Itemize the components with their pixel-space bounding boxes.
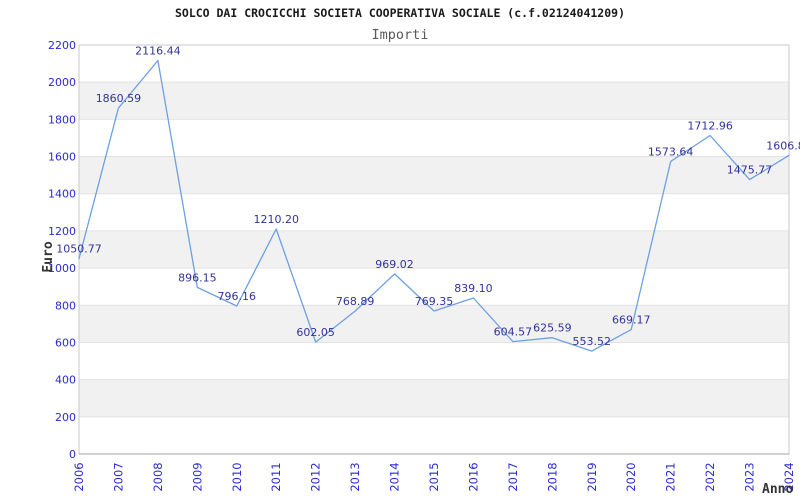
x-tick-label: 2010	[230, 462, 244, 491]
x-tick-label: 2013	[348, 462, 362, 491]
point-label: 1475.77	[727, 164, 773, 177]
y-tick-label: 1800	[48, 113, 76, 126]
point-label: 969.02	[375, 258, 414, 271]
y-tick-label: 2200	[48, 39, 76, 52]
point-label: 2116.44	[135, 45, 181, 58]
y-tick-label: 800	[55, 299, 76, 312]
x-tick-label: 2023	[743, 462, 757, 491]
x-axis-title: Anno	[762, 482, 793, 497]
point-label: 602.05	[296, 326, 335, 339]
plot-band	[79, 230, 789, 269]
x-tick-label: 2008	[151, 462, 165, 491]
x-tick-label: 2022	[703, 462, 717, 491]
point-label: 839.10	[454, 282, 493, 295]
point-label: 896.15	[178, 271, 217, 284]
point-label: 768.89	[336, 295, 375, 308]
x-tick-label: 2018	[545, 462, 559, 491]
y-tick-label: 2000	[48, 76, 76, 89]
plot-band	[79, 156, 789, 194]
point-label: 1210.20	[253, 213, 299, 226]
y-axis-title: Euro	[41, 241, 56, 272]
x-tick-label: 2009	[190, 462, 204, 491]
y-tick-label: 1200	[48, 225, 76, 238]
point-label: 1860.59	[96, 92, 142, 105]
series-line-importi	[78, 59, 790, 352]
point-label: 625.59	[533, 322, 572, 335]
chart-subtitle: Importi	[372, 27, 429, 43]
x-tick-label: 2016	[466, 462, 480, 491]
x-tick-label: 2006	[72, 462, 86, 491]
plot-band	[79, 82, 789, 120]
plot-band	[79, 379, 789, 417]
x-tick-label: 2011	[269, 462, 283, 491]
y-tick-label: 1400	[48, 188, 76, 201]
x-tick-label: 2024	[782, 462, 796, 491]
x-tick-label: 2007	[111, 462, 125, 491]
y-tick-label: 0	[69, 448, 76, 461]
y-tick-label: 200	[55, 411, 76, 424]
y-tick-label: 600	[55, 336, 76, 349]
y-tick-label: 1000	[48, 262, 76, 275]
y-tick-label: 400	[55, 374, 76, 387]
x-tick-label: 2019	[585, 462, 599, 491]
point-label: 1712.96	[687, 120, 733, 133]
x-tick-label: 2012	[309, 462, 323, 491]
point-label: 1573.64	[648, 145, 694, 158]
y-tick-label: 1600	[48, 151, 76, 164]
plot-area: 0 200 400 600 800 1000 1200 1400 1600 1800 2000 220…	[48, 39, 800, 492]
point-label: 1606.86	[766, 139, 800, 152]
x-tick-label: 2014	[388, 462, 402, 491]
point-label: 769.35	[415, 295, 454, 308]
x-tick-label: 2021	[664, 462, 678, 491]
x-tick-label: 2017	[506, 462, 520, 491]
point-label: 604.57	[494, 326, 533, 339]
x-tick-label: 2015	[427, 462, 441, 491]
point-label: 1050.77	[56, 243, 102, 256]
point-label: 553.52	[573, 335, 612, 348]
point-label: 796.16	[218, 290, 257, 303]
x-tick-label: 2020	[624, 462, 638, 491]
chart-title: SOLCO DAI CROCICCHI SOCIETA COOPERATIVA …	[175, 6, 625, 20]
point-label: 669.17	[612, 314, 651, 327]
